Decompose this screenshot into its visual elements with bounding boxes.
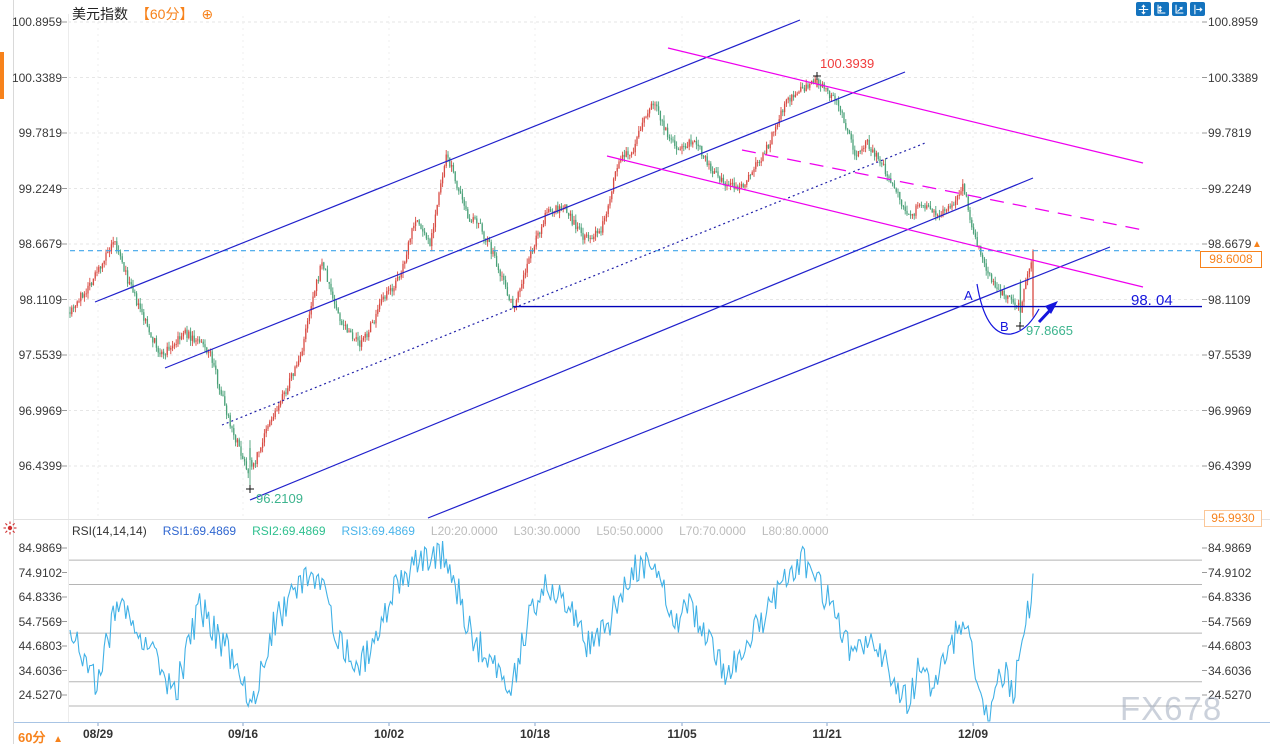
rsi-tick-label: 74.9102 [18, 565, 62, 580]
price-tick-label: 96.4399 [1208, 459, 1252, 473]
rsi-header-item: L30:30.0000 [513, 524, 581, 538]
point-b-label: B [1000, 319, 1009, 334]
price-tick-label: 100.8959 [11, 15, 62, 29]
candlestick-series [69, 72, 1034, 489]
price-tick-label: 97.5539 [1208, 348, 1252, 362]
rsi-header-item: RSI1:69.4869 [162, 524, 237, 538]
current-price-badge: 98.6008 [1200, 251, 1262, 268]
ascending-channel-4 [427, 246, 1111, 519]
rsi-tick-label: 44.6803 [1208, 639, 1252, 653]
time-axis-label: 12/09 [957, 727, 989, 741]
ascending-dotted [221, 142, 926, 426]
price-tick-label: 99.7819 [1208, 126, 1252, 140]
descending-dashed [741, 149, 1144, 231]
rsi-tick-label: 34.6036 [18, 663, 62, 678]
price-tick-label: 97.5539 [18, 348, 62, 362]
rsi-header-item: RSI3:69.4869 [341, 524, 415, 538]
price-tick-label: 100.3389 [11, 70, 62, 85]
high-price-label: 100.3939 [820, 56, 875, 71]
price-tick-label: 98.1109 [19, 292, 63, 307]
time-axis-label: 11/21 [812, 727, 842, 741]
time-axis-label: 10/18 [519, 727, 551, 741]
timeframe-badge-arrow-icon: ▲ [53, 734, 63, 744]
low-price-label: 96.2109 [256, 491, 303, 506]
chart-toolbar [1136, 2, 1205, 16]
price-tick-label: 98.1109 [1208, 292, 1251, 307]
time-axis[interactable]: 08/29 09/16 10/02 10/18 11/05 11/21 12/09 [0, 727, 1270, 743]
time-axis-border [14, 722, 1270, 723]
price-up-arrow-icon: ▲ [1252, 239, 1262, 250]
rsi-tick-label: 44.6803 [18, 639, 62, 653]
rsi-header-item: RSI2:69.4869 [252, 524, 326, 538]
ab-curve-annotation [976, 283, 1040, 335]
pullback-low-label: 97.8665 [1026, 323, 1073, 338]
indicator-settings-icon[interactable] [2, 520, 18, 536]
rsi-header-item: L20:20.0000 [430, 524, 498, 538]
left-panel-divider [13, 0, 14, 744]
x-axis-scale-icon[interactable] [1172, 2, 1187, 16]
add-indicator-icon[interactable]: ⊕ [201, 6, 214, 22]
ascending-channel-1 [94, 19, 801, 303]
rsi-tick-label: 34.6036 [1208, 663, 1252, 678]
rsi-line [69, 540, 1034, 722]
price-tick-label: 99.7819 [18, 126, 62, 140]
pan-tool-icon[interactable] [1136, 2, 1151, 16]
rsi-header-item: L70:70.0000 [679, 524, 746, 538]
rsi-tick-label: 64.8336 [18, 590, 62, 604]
rsi-header-item: L50:50.0000 [596, 524, 664, 538]
y-axis-scale-icon[interactable] [1154, 2, 1169, 16]
rsi-tick-label: 54.7569 [1208, 614, 1252, 629]
price-tick-label: 100.8959 [1208, 15, 1259, 29]
rsi-tick-label: 84.9869 [1208, 541, 1252, 555]
price-tick-label: 98.6679 [18, 237, 62, 251]
price-tick-label: 96.9969 [1208, 403, 1252, 418]
left-scroll-indicator [0, 52, 4, 99]
price-tick-label: 96.9969 [18, 403, 62, 418]
time-axis-label: 09/16 [227, 727, 259, 741]
time-axis-label: 11/05 [667, 727, 697, 741]
price-tick-label: 100.3389 [1208, 70, 1259, 85]
price-tick-label: 98.6679 [1208, 237, 1252, 251]
descending-channel-2 [606, 155, 1144, 288]
support-price-label: 98. 04 [1131, 292, 1173, 309]
timeframe-label[interactable]: 【60分】 [135, 6, 194, 22]
rsi-tick-label: 74.9102 [1208, 565, 1252, 580]
rsi-tick-label: 24.5270 [18, 688, 62, 702]
panel-separator [14, 519, 1270, 520]
plot-left-border [68, 14, 69, 722]
descending-channel-1 [667, 47, 1144, 164]
rsi-tick-label: 24.5270 [1208, 688, 1252, 702]
rebound-arrow-head-icon [1045, 301, 1058, 314]
price-tick-label: 96.4399 [18, 459, 62, 473]
timeframe-badge-text: 60分 [18, 730, 46, 744]
rsi-indicator-header: RSI(14,14,14) RSI1:69.4869 RSI2:69.4869 RSI… [72, 524, 829, 538]
time-axis-label: 08/29 [82, 727, 114, 741]
chart-title: 美元指数 【60分】 ⊕ [72, 4, 213, 24]
session-low-badge: 95.9930 [1204, 510, 1262, 527]
watermark: FX678 [1120, 690, 1223, 727]
ascending-channel-3 [249, 177, 1034, 501]
time-axis-label: 10/02 [373, 727, 405, 741]
symbol-name: 美元指数 [72, 6, 128, 22]
rsi-tick-label: 84.9869 [18, 541, 62, 555]
rsi-header-item: L80:80.0000 [761, 524, 829, 538]
price-tick-label: 99.2249 [18, 181, 62, 196]
rsi-header-item: RSI(14,14,14) [72, 524, 147, 538]
ascending-channel-2 [164, 71, 906, 369]
point-a-label: A [964, 288, 973, 303]
rsi-tick-label: 64.8336 [1208, 590, 1252, 604]
rsi-tick-label: 54.7569 [18, 614, 62, 629]
price-tick-label: 99.2249 [1208, 181, 1252, 196]
timeframe-badge[interactable]: 60分 ▲ [18, 727, 63, 744]
exit-chart-icon[interactable] [1190, 2, 1205, 16]
